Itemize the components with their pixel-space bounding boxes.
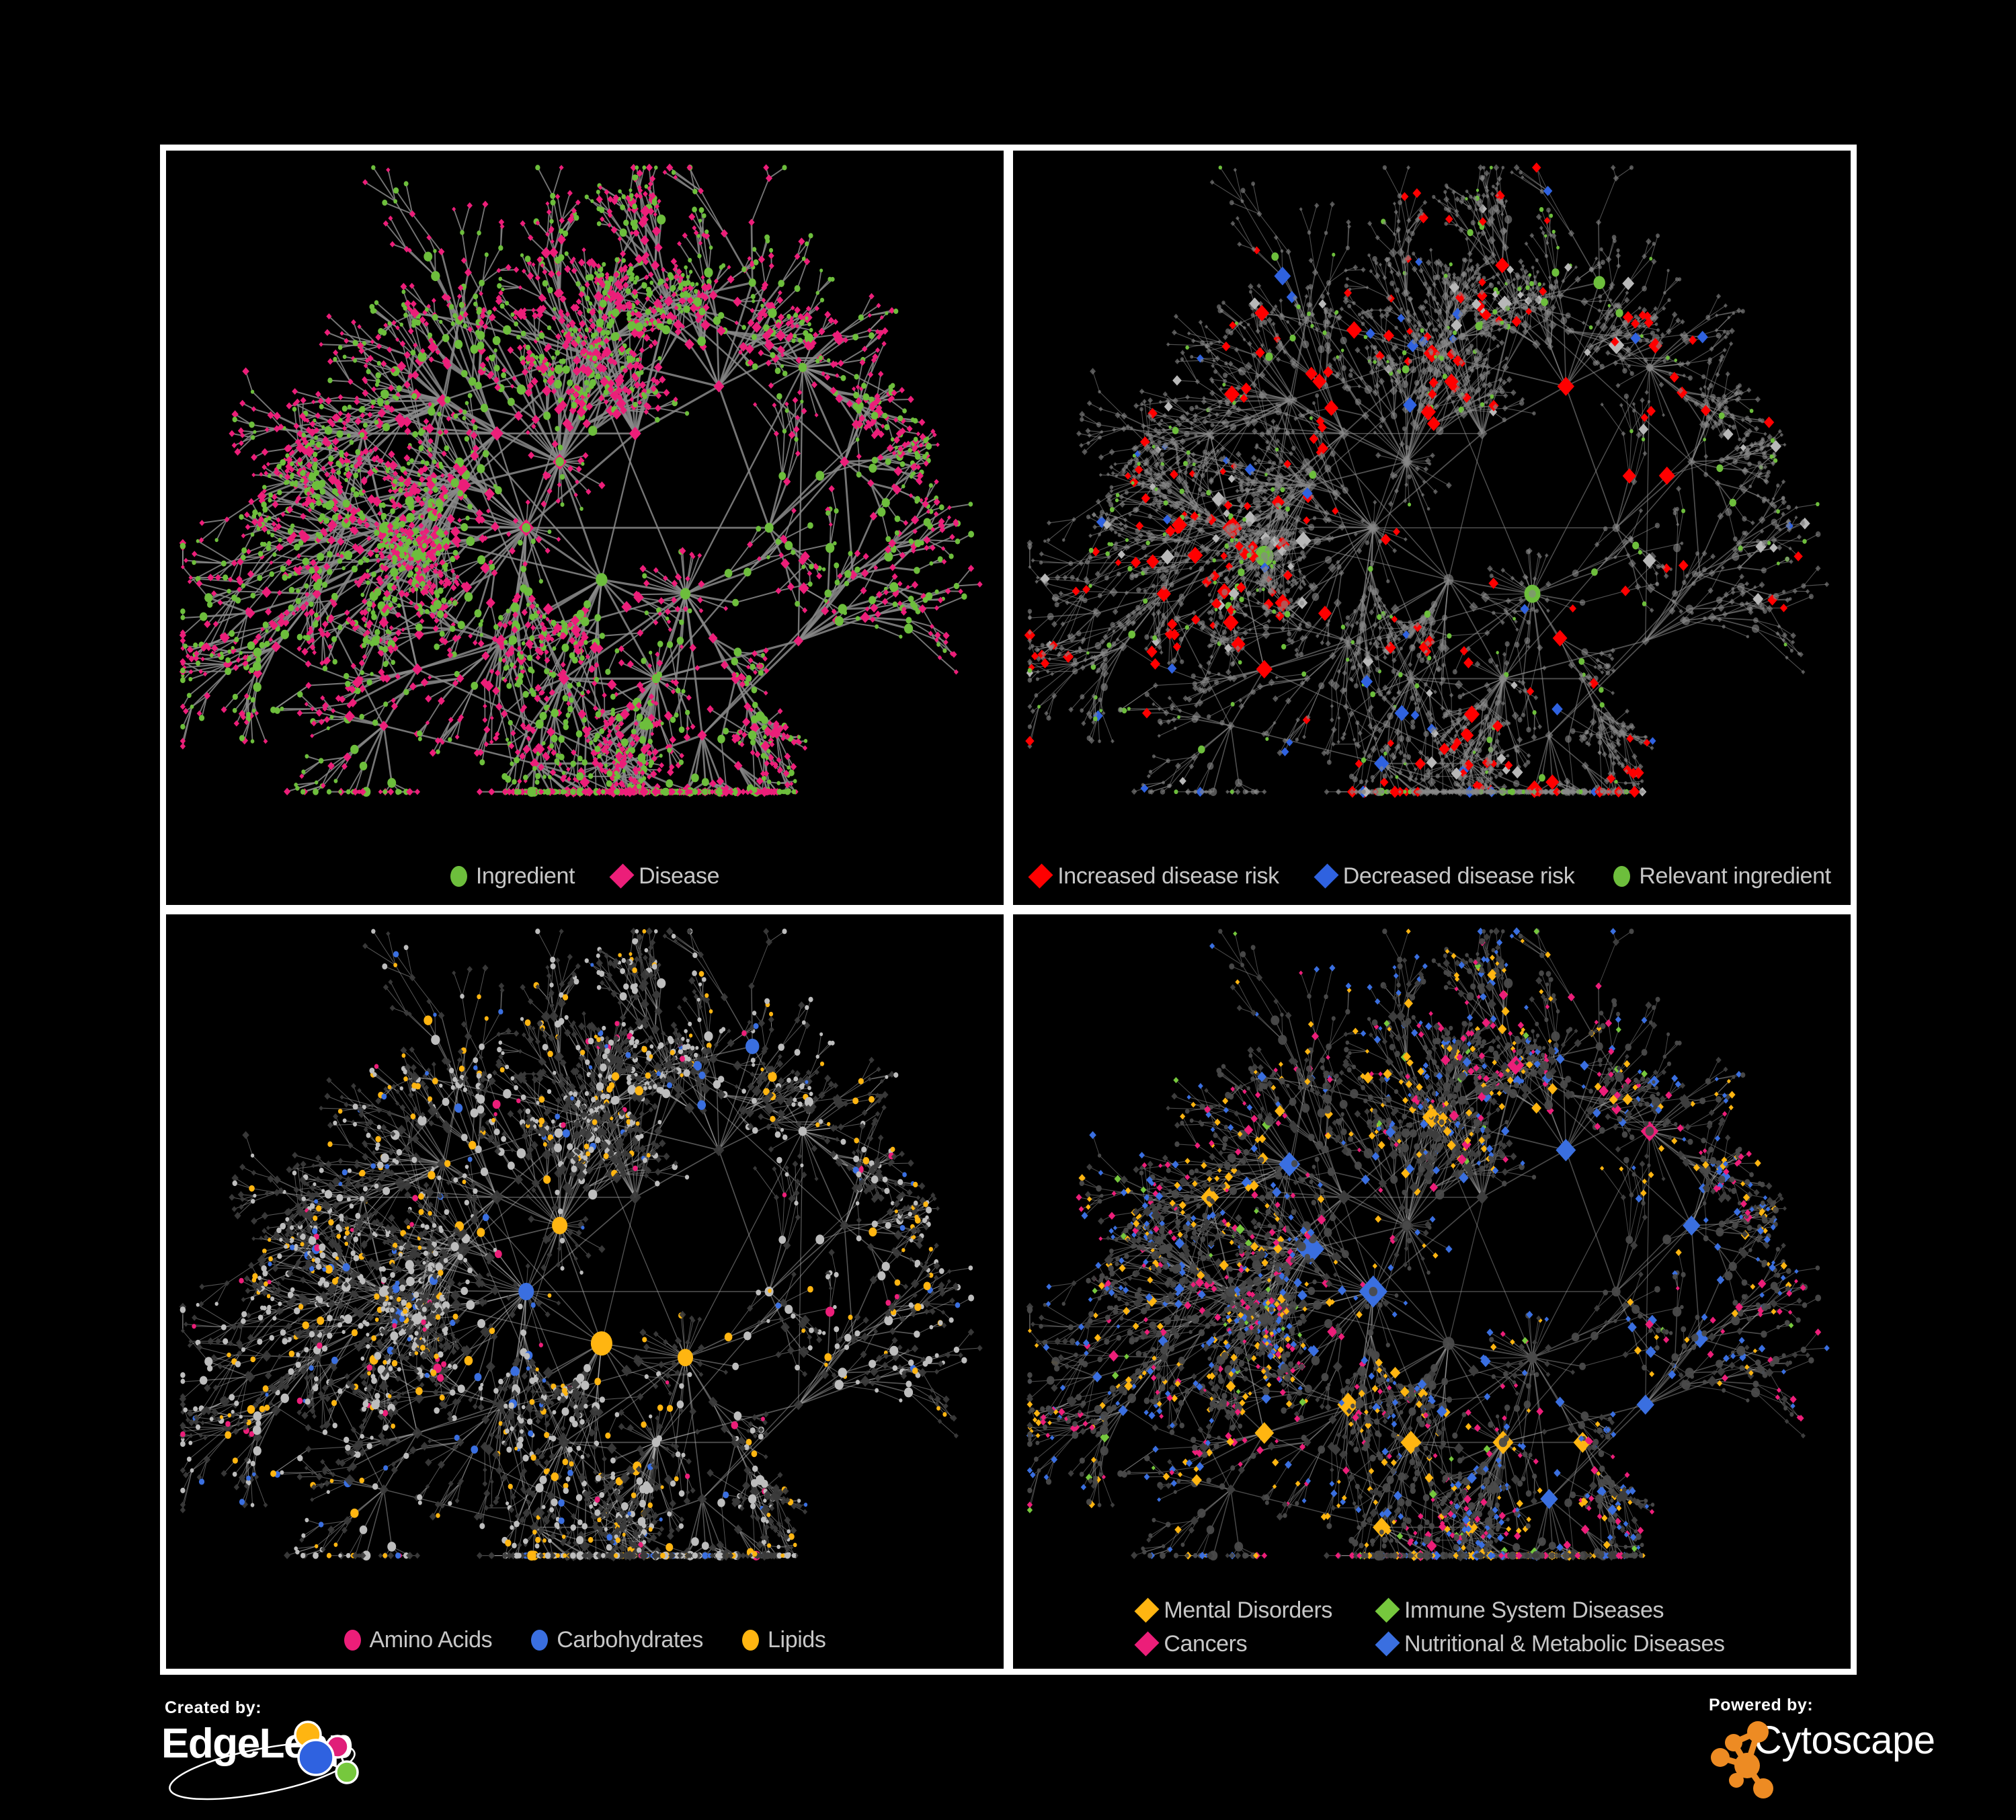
disease-diamond-icon bbox=[609, 863, 635, 889]
figure-footer: Created by: EdgeLeap Powered by: Cytosca… bbox=[0, 1677, 2016, 1820]
legend-item-immune-system-diseases[interactable]: Immune System Diseases bbox=[1375, 1597, 1664, 1623]
legend-disease-class: Mental Disorders Immune System Diseases … bbox=[1013, 1597, 1851, 1657]
legend-label-relevant-ingredient: Relevant ingredient bbox=[1639, 865, 1831, 887]
ingredient-circle-icon bbox=[450, 865, 467, 887]
increased-risk-diamond-icon bbox=[1028, 863, 1053, 889]
panel-disease-risk-network[interactable]: Increased disease risk Decreased disease… bbox=[1013, 151, 1851, 905]
legend-label-increased-risk: Increased disease risk bbox=[1057, 865, 1279, 887]
legend-label-nutritional-metabolic: Nutritional & Metabolic Diseases bbox=[1404, 1632, 1725, 1655]
edgeleap-logo[interactable]: Created by: EdgeLeap bbox=[161, 1697, 511, 1805]
legend-label-amino-acids: Amino Acids bbox=[370, 1628, 493, 1651]
legend-item-lipids[interactable]: Lipids bbox=[742, 1628, 826, 1651]
cytoscape-logo[interactable]: Powered by: Cytoscape bbox=[1646, 1696, 1935, 1803]
immune-system-diamond-icon bbox=[1375, 1597, 1400, 1623]
legend-item-decreased-risk[interactable]: Decreased disease risk bbox=[1314, 863, 1575, 889]
legend-label-disease: Disease bbox=[639, 865, 719, 887]
legend-label-cancers: Cancers bbox=[1164, 1632, 1247, 1655]
legend-label-mental-disorders: Mental Disorders bbox=[1164, 1599, 1332, 1622]
network-graph-ingredient-class[interactable] bbox=[166, 914, 1004, 1669]
legend-label-ingredient: Ingredient bbox=[476, 865, 575, 887]
panel-disease-class-network[interactable]: Mental Disorders Immune System Diseases … bbox=[1013, 914, 1851, 1669]
cancers-diamond-icon bbox=[1134, 1631, 1160, 1657]
panel-ingredient-class-network[interactable]: Amino Acids Carbohydrates Lipids bbox=[166, 914, 1004, 1669]
legend-item-relevant-ingredient[interactable]: Relevant ingredient bbox=[1613, 865, 1831, 887]
powered-by-label: Powered by: bbox=[1709, 1696, 1813, 1715]
carbohydrates-circle-icon bbox=[531, 1629, 549, 1651]
legend-item-ingredient[interactable]: Ingredient bbox=[450, 865, 575, 887]
legend-label-decreased-risk: Decreased disease risk bbox=[1343, 865, 1575, 887]
lipids-circle-icon bbox=[742, 1629, 760, 1651]
cytoscape-wordmark: Cytoscape bbox=[1754, 1718, 1935, 1763]
created-by-label: Created by: bbox=[165, 1698, 261, 1718]
mental-disorders-diamond-icon bbox=[1134, 1597, 1160, 1623]
nutritional-metabolic-diamond-icon bbox=[1375, 1631, 1400, 1657]
network-graph-disease-class[interactable] bbox=[1013, 914, 1851, 1669]
legend-disease-risk: Increased disease risk Decreased disease… bbox=[1013, 863, 1851, 889]
legend-item-amino-acids[interactable]: Amino Acids bbox=[344, 1628, 493, 1651]
relevant-ingredient-circle-icon bbox=[1613, 865, 1631, 887]
legend-item-disease[interactable]: Disease bbox=[609, 863, 720, 889]
legend-item-increased-risk[interactable]: Increased disease risk bbox=[1028, 863, 1279, 889]
legend-item-cancers[interactable]: Cancers bbox=[1134, 1631, 1248, 1657]
legend-item-nutritional-metabolic[interactable]: Nutritional & Metabolic Diseases bbox=[1375, 1631, 1725, 1657]
legend-item-mental-disorders[interactable]: Mental Disorders bbox=[1134, 1597, 1332, 1623]
network-graph-disease-risk[interactable] bbox=[1013, 151, 1851, 905]
edgeleap-wordmark: EdgeLeap bbox=[161, 1720, 354, 1768]
decreased-risk-diamond-icon bbox=[1314, 863, 1339, 889]
legend-ingredient-disease: Ingredient Disease bbox=[166, 863, 1004, 889]
legend-label-carbohydrates: Carbohydrates bbox=[557, 1628, 703, 1651]
legend-label-immune-system-diseases: Immune System Diseases bbox=[1404, 1599, 1664, 1622]
panel-ingredient-disease-network[interactable]: Ingredient Disease bbox=[166, 151, 1004, 905]
panel-grid: Ingredient Disease Increased disease ris… bbox=[160, 145, 1857, 1675]
legend-ingredient-class: Amino Acids Carbohydrates Lipids bbox=[166, 1628, 1004, 1651]
legend-item-carbohydrates[interactable]: Carbohydrates bbox=[531, 1628, 703, 1651]
amino-acids-circle-icon bbox=[344, 1629, 361, 1651]
network-graph-ingredient-disease[interactable] bbox=[166, 151, 1004, 905]
legend-label-lipids: Lipids bbox=[768, 1628, 826, 1651]
